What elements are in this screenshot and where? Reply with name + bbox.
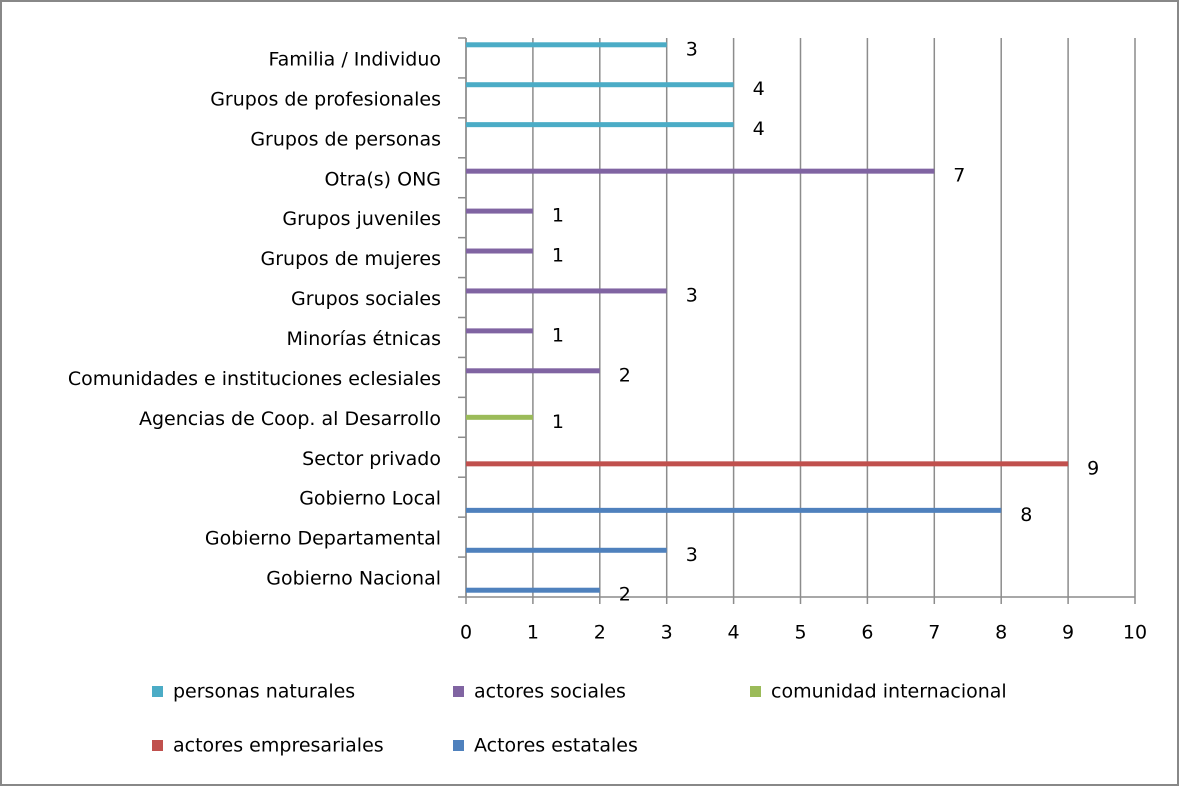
x-tick-label: 5 [794,622,806,644]
legend-label: actores sociales [474,681,626,703]
y-tick-label: Grupos de personas [250,128,441,150]
y-tick-label: Grupos de profesionales [210,88,441,110]
bar [466,587,600,593]
legend-swatch [453,740,464,751]
bar [466,547,667,553]
value-label: 1 [552,205,564,227]
y-tick-label: Grupos juveniles [282,208,441,230]
value-label: 3 [686,284,698,306]
legend-swatch [750,686,761,697]
x-tick-label: 6 [861,622,873,644]
bar [466,414,533,420]
bar [466,208,533,214]
y-tick-label: Gobierno Local [299,488,441,510]
x-tick-label: 9 [1062,622,1074,644]
x-tick-label: 3 [661,622,673,644]
value-label: 1 [552,245,564,267]
x-tick-label: 4 [728,622,740,644]
value-label: 2 [619,584,631,606]
legend-swatch [152,686,163,697]
bar [466,42,667,48]
x-tick-label: 7 [928,622,940,644]
value-label: 8 [1020,504,1032,526]
y-tick-label: Familia / Individuo [268,49,441,71]
bar [466,461,1069,467]
value-label: 1 [552,324,564,346]
x-tick-label: 0 [460,622,472,644]
x-tick-label: 10 [1123,622,1147,644]
y-tick-label: Grupos sociales [291,288,441,310]
y-tick-label: Comunidades e instituciones eclesiales [68,368,441,390]
legend-label: personas naturales [173,681,355,703]
bar [466,82,734,88]
value-label: 3 [686,38,698,60]
value-label: 4 [753,78,765,100]
x-tick-label: 2 [594,622,606,644]
value-label: 4 [753,118,765,140]
value-label: 7 [953,165,965,187]
bar [466,288,667,294]
y-tick-label: Grupos de mujeres [261,248,442,270]
x-tick-label: 1 [527,622,539,644]
bar [466,122,734,128]
value-label: 9 [1087,457,1099,479]
legend-swatch [453,686,464,697]
value-label: 2 [619,364,631,386]
bar [466,507,1002,513]
bar [466,328,533,334]
legend-swatch [152,740,163,751]
y-tick-label: Minorías étnicas [287,328,441,350]
value-label: 1 [552,411,564,433]
legend-label: Actores estatales [474,735,638,757]
bar [466,368,600,374]
bar [466,168,935,174]
legend-label: actores empresariales [173,735,384,757]
value-label: 3 [686,544,698,566]
legend-label: comunidad internacional [771,681,1007,703]
y-tick-label: Gobierno Departamental [205,528,441,550]
x-tick-label: 8 [995,622,1007,644]
y-tick-label: Otra(s) ONG [324,168,441,190]
y-tick-label: Sector privado [302,448,441,470]
bar [466,248,533,254]
y-tick-label: Agencias de Coop. al Desarrollo [139,408,441,430]
y-tick-label: Gobierno Nacional [266,568,441,590]
